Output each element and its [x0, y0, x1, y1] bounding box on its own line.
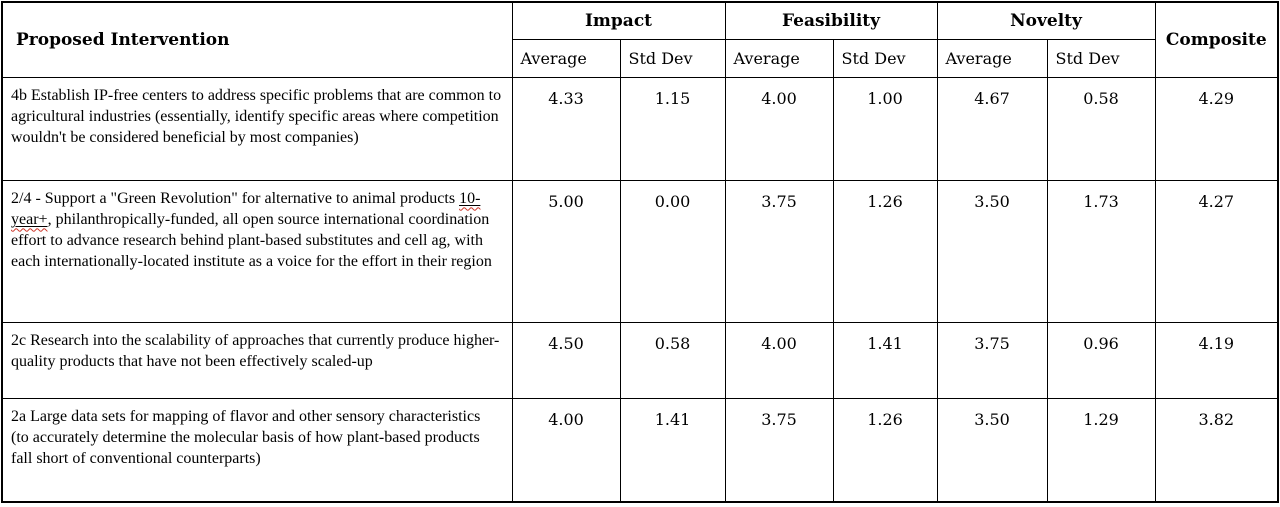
feasibility-stddev-cell: 1.26	[832, 179, 938, 323]
subheader-feasibility-average: Average	[724, 38, 834, 78]
novelty-stddev-cell: 1.29	[1046, 397, 1156, 503]
intervention-text: , philanthropically-funded, all open sou…	[11, 210, 492, 270]
subheader-impact-stddev: Std Dev	[619, 38, 726, 78]
feasibility-stddev-cell: 1.41	[832, 321, 938, 399]
intervention-description-cell: 2/4 - Support a "Green Revolution" for a…	[1, 179, 513, 323]
column-group-feasibility: Feasibility	[724, 1, 938, 40]
novelty-average-cell: 3.50	[936, 397, 1048, 503]
impact-stddev-cell: 1.41	[619, 397, 726, 503]
intervention-description-cell: 2a Large data sets for mapping of flavor…	[1, 397, 513, 503]
impact-average-cell: 4.33	[511, 76, 621, 181]
novelty-stddev-cell: 0.58	[1046, 76, 1156, 181]
intervention-description-cell: 2c Research into the scalability of appr…	[1, 321, 513, 399]
novelty-average-cell: 3.50	[936, 179, 1048, 323]
subheader-novelty-average: Average	[936, 38, 1048, 78]
header-row-subcolumns: Average Std Dev Average Std Dev Average …	[2, 38, 1278, 78]
feasibility-stddev-cell: 1.26	[832, 397, 938, 503]
table-row: 2/4 - Support a "Green Revolution" for a…	[1, 179, 1279, 323]
misspelled-word[interactable]: 10-year+	[11, 189, 481, 228]
column-group-impact: Impact	[511, 1, 726, 40]
subheader-impact-average: Average	[511, 38, 621, 78]
feasibility-average-cell: 3.75	[724, 179, 834, 323]
feasibility-average-cell: 4.00	[724, 321, 834, 399]
feasibility-average-cell: 3.75	[724, 397, 834, 503]
composite-score-cell: 4.29	[1154, 76, 1279, 181]
intervention-text: 2/4 - Support a "Green Revolution" for a…	[11, 189, 460, 207]
feasibility-average-cell: 4.00	[724, 76, 834, 181]
table-row: 2c Research into the scalability of appr…	[1, 321, 1279, 399]
impact-stddev-cell: 0.00	[619, 179, 726, 323]
intervention-text: 2a Large data sets for mapping of flavor…	[11, 407, 481, 467]
flagged-word-wrapper: 10-year+	[11, 190, 480, 228]
novelty-stddev-cell: 1.73	[1046, 179, 1156, 323]
table-row: 2a Large data sets for mapping of flavor…	[1, 397, 1279, 503]
novelty-average-cell: 3.75	[936, 321, 1048, 399]
impact-average-cell: 5.00	[511, 179, 621, 323]
column-header-composite: Composite	[1154, 1, 1279, 78]
composite-score-cell: 4.19	[1154, 321, 1279, 399]
composite-score-cell: 3.82	[1154, 397, 1279, 503]
subheader-feasibility-stddev: Std Dev	[832, 38, 938, 78]
intervention-text: 2c Research into the scalability of appr…	[11, 331, 500, 370]
feasibility-stddev-cell: 1.00	[832, 76, 938, 181]
table-row: 4b Establish IP-free centers to address …	[1, 76, 1279, 181]
impact-stddev-cell: 1.15	[619, 76, 726, 181]
novelty-stddev-cell: 0.96	[1046, 321, 1156, 399]
composite-score-cell: 4.27	[1154, 179, 1279, 323]
column-group-novelty: Novelty	[936, 1, 1156, 40]
subheader-novelty-stddev: Std Dev	[1046, 38, 1156, 78]
header-row-groups: Proposed Intervention Impact Feasibility…	[1, 1, 1279, 78]
novelty-average-cell: 4.67	[936, 76, 1048, 181]
impact-average-cell: 4.50	[511, 321, 621, 399]
impact-stddev-cell: 0.58	[619, 321, 726, 399]
intervention-description-cell: 4b Establish IP-free centers to address …	[1, 76, 513, 181]
impact-average-cell: 4.00	[511, 397, 621, 503]
intervention-text: 4b Establish IP-free centers to address …	[11, 86, 502, 146]
column-header-proposed-intervention: Proposed Intervention	[1, 1, 513, 78]
